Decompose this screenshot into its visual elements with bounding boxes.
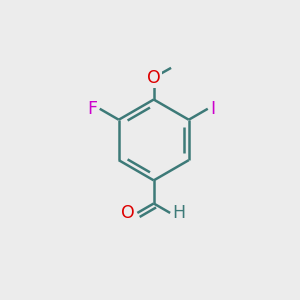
Text: H: H — [172, 204, 186, 222]
Text: F: F — [87, 100, 97, 118]
Text: O: O — [147, 69, 160, 87]
Text: I: I — [211, 100, 216, 118]
Text: O: O — [121, 204, 135, 222]
